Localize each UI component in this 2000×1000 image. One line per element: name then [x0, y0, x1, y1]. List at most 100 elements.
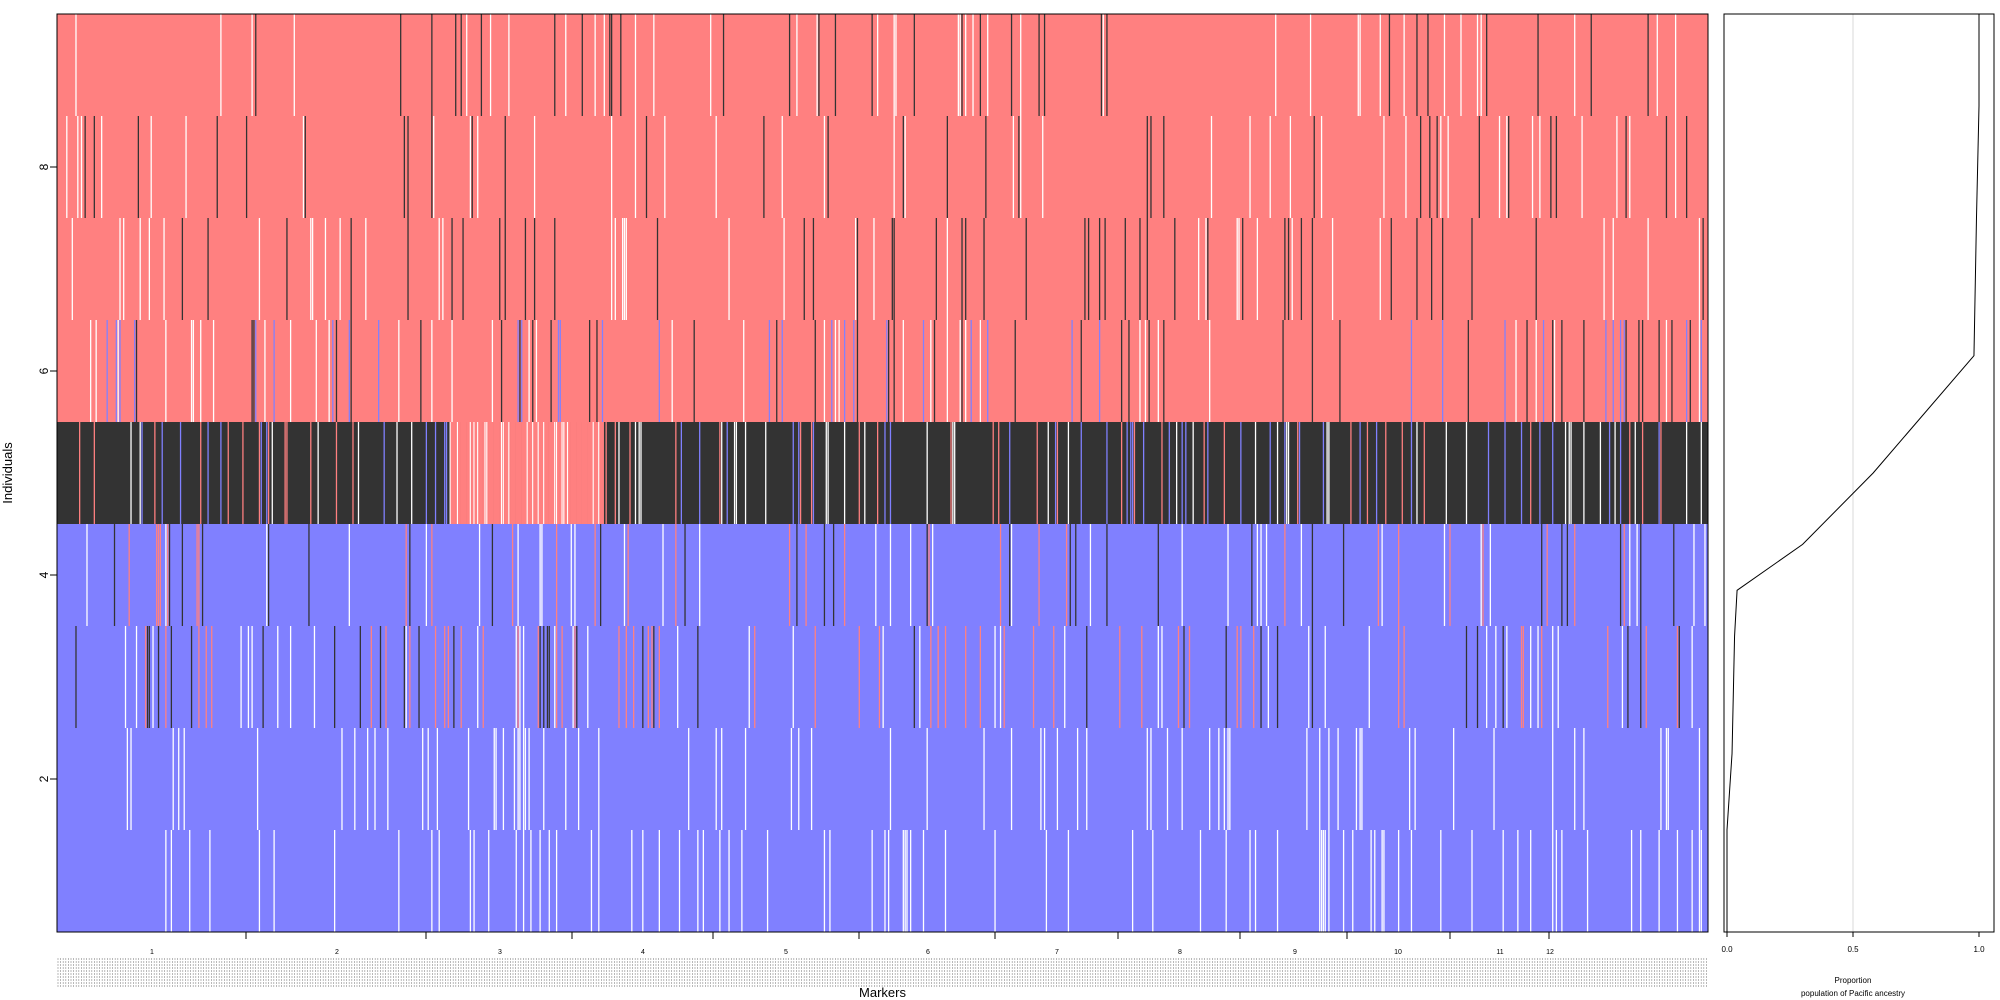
genotype-cell [783, 218, 785, 320]
genotype-cell [1355, 728, 1358, 830]
genotype-cell [627, 524, 629, 626]
genotype-cell [1010, 728, 1013, 830]
genotype-cell [273, 320, 275, 422]
genotype-cell [403, 116, 405, 218]
genotype-cell [675, 422, 677, 524]
genotype-cell [489, 14, 492, 116]
genotype-cell [574, 524, 576, 626]
genotype-cell [926, 422, 928, 524]
genotype-cell [115, 320, 117, 422]
genotype-cell [574, 422, 577, 524]
genotype-cell [1227, 524, 1229, 626]
genotype-cell [554, 14, 556, 116]
genotype-cell [267, 524, 270, 626]
genotype-cell [1225, 626, 1227, 728]
genotype-cell [1183, 626, 1185, 728]
genotype-cell [1489, 524, 1491, 626]
genotype-cell [1089, 524, 1092, 626]
genotype-cell [1322, 830, 1325, 932]
genotype-cell [640, 422, 642, 524]
genotype-cell [611, 116, 613, 218]
genotype-cell [1546, 524, 1548, 626]
genotype-cell [555, 422, 558, 524]
genotype-cell [871, 14, 873, 116]
genotype-cell [1240, 422, 1242, 524]
genotype-cell [1357, 14, 1359, 116]
genotype-cell [200, 422, 202, 524]
genotype-cell [403, 626, 405, 728]
genotype-cell [1009, 422, 1011, 524]
genotype-cell [522, 830, 525, 932]
genotype-cell [577, 728, 580, 830]
genotype-cell [577, 422, 581, 524]
genotype-cell [548, 626, 550, 728]
genotype-cell [1067, 830, 1070, 932]
genotype-cell [1379, 218, 1381, 320]
genotype-cell [1223, 728, 1225, 830]
genotype-cell [499, 218, 501, 320]
genotype-cell [814, 320, 816, 422]
genotype-cell [1322, 422, 1325, 524]
genotype-cell [1254, 422, 1257, 524]
genotype-cell [856, 320, 859, 422]
genotype-cell [1656, 14, 1658, 116]
ancestry-panel-x-axis: 0.0 0.5 1.0 [1721, 932, 1985, 954]
genotype-cell [1284, 218, 1286, 320]
genotype-cell [517, 728, 519, 830]
genotype-cell [211, 626, 213, 728]
genotype-cell [1583, 320, 1585, 422]
genotype-cell [1177, 626, 1180, 728]
genotype-cell [130, 422, 132, 524]
genotype-cell [411, 422, 413, 524]
genotype-cell [570, 524, 572, 626]
genotype-cell [357, 422, 360, 524]
genotype-cell [480, 422, 483, 524]
genotype-cell [876, 14, 879, 116]
genotype-cell [1176, 422, 1178, 524]
genotype-cell [1478, 116, 1480, 218]
genotype-cell [1704, 524, 1706, 626]
genotype-cell [1166, 728, 1169, 830]
genotype-cell [965, 218, 967, 320]
genotype-cell [130, 728, 132, 830]
genotype-cell [532, 422, 534, 524]
genotype-cell [1689, 320, 1691, 422]
genotype-cell [1249, 116, 1251, 218]
genotype-cell [572, 626, 574, 728]
genotype-cell [1634, 422, 1636, 524]
genotype-cell [1038, 524, 1040, 626]
genotype-cell [823, 830, 826, 932]
genotype-cell [515, 830, 517, 932]
genotype-cell [425, 524, 428, 626]
genotype-cell [533, 422, 537, 524]
genotype-cell [1638, 320, 1640, 422]
genotype-cell [1203, 422, 1205, 524]
genotype-cell [1150, 728, 1152, 830]
genotype-cell [1388, 14, 1391, 116]
genotype-cell [961, 14, 963, 116]
genotype-cell [1506, 116, 1508, 218]
genotype-cell [926, 728, 928, 830]
heatmap-row-individual-6 [57, 320, 1708, 422]
genotype-cell [1368, 626, 1370, 728]
genotype-cell [735, 422, 738, 524]
genotype-cell [513, 728, 516, 830]
genotype-cell [93, 422, 95, 524]
genotype-cell [247, 626, 250, 728]
genotype-cell [407, 116, 409, 218]
genotype-cell [334, 626, 336, 728]
genotype-cell [1104, 218, 1106, 320]
genotype-cell [814, 626, 816, 728]
genotype-cell [625, 626, 627, 728]
genotype-cell [539, 830, 541, 932]
genotype-cell [1010, 14, 1013, 116]
genotype-cell [1581, 116, 1583, 218]
genotype-cell [823, 524, 826, 626]
genotype-cell [445, 422, 448, 524]
genotype-cell [1181, 422, 1183, 524]
genotype-cell [1131, 422, 1134, 524]
genotype-cell [721, 422, 723, 524]
genotype-cell [1106, 524, 1108, 626]
genotype-cell [352, 422, 354, 524]
genotype-cell [818, 14, 820, 116]
